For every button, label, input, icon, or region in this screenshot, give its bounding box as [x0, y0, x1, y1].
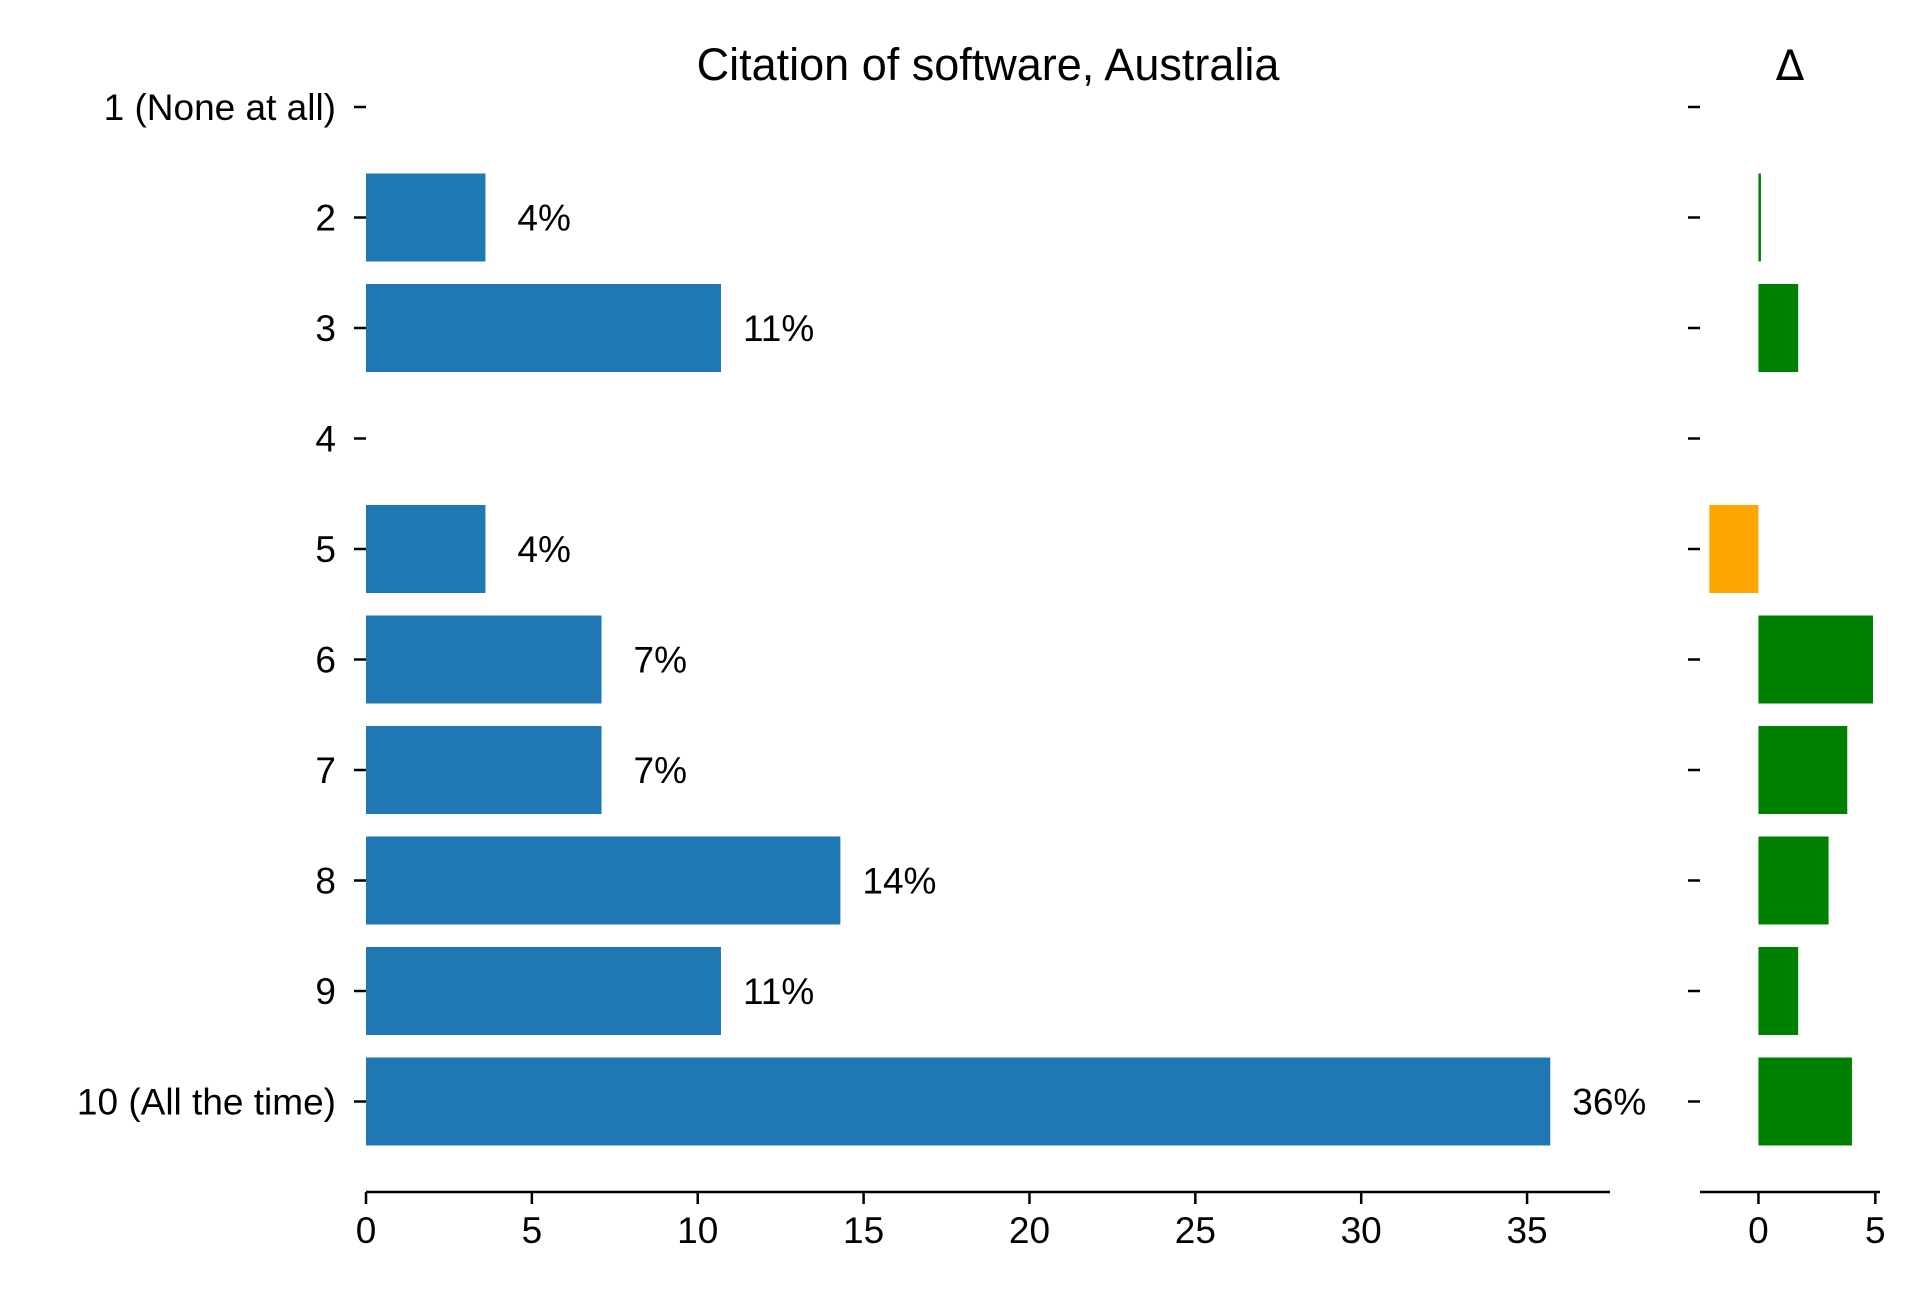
data-label-7: 7% — [634, 750, 687, 791]
y-tick-label-2: 2 — [315, 198, 336, 239]
delta-x-tick-label-0: 0 — [1748, 1210, 1769, 1251]
data-label-8: 14% — [862, 861, 936, 902]
chart-title: Citation of software, Australia — [697, 39, 1281, 90]
bar-5 — [366, 505, 486, 593]
x-tick-label-30: 30 — [1341, 1210, 1382, 1251]
bar-6 — [366, 615, 602, 704]
y-tick-label-9: 9 — [315, 971, 336, 1012]
bar-2 — [366, 173, 486, 262]
delta-bar-6 — [1758, 615, 1873, 704]
y-tick-label-10-all-the-time: 10 (All the time) — [77, 1082, 336, 1123]
data-label-5: 4% — [517, 529, 570, 570]
y-tick-label-8: 8 — [315, 861, 336, 902]
y-tick-label-3: 3 — [315, 308, 336, 349]
main-bars: 4% 11% 4% 7% 7% 14% 11% 36% — [366, 173, 1646, 1146]
delta-bar-2 — [1758, 173, 1761, 262]
delta-bar-7 — [1758, 726, 1848, 814]
data-label-2: 4% — [517, 198, 570, 239]
bar-3 — [366, 284, 721, 372]
delta-title: Δ — [1776, 41, 1805, 90]
data-label-3: 11% — [743, 308, 814, 349]
y-tick-label-4: 4 — [315, 419, 336, 460]
y-tick-label-5: 5 — [315, 529, 336, 570]
x-tick-label-0: 0 — [356, 1210, 377, 1251]
delta-bar-10-all-the-time — [1758, 1057, 1852, 1146]
bar-8 — [366, 836, 841, 925]
y-tick-label-1-none-at-all: 1 (None at all) — [104, 87, 336, 128]
delta-bar-5 — [1709, 505, 1759, 593]
main-axis: 1 (None at all) 2 3 4 5 6 7 8 9 10 (All the time)… — [77, 87, 1610, 1251]
delta-x-tick-label-5: 5 — [1865, 1210, 1886, 1251]
x-tick-label-20: 20 — [1009, 1210, 1050, 1251]
bar-10-all-the-time — [366, 1057, 1551, 1146]
y-tick-label-6: 6 — [315, 640, 336, 681]
x-tick-label-25: 25 — [1175, 1210, 1216, 1251]
bar-9 — [366, 947, 721, 1035]
x-tick-label-10: 10 — [677, 1210, 718, 1251]
delta-bar-3 — [1758, 284, 1799, 372]
delta-bar-9 — [1758, 947, 1799, 1035]
data-label-9: 11% — [743, 971, 814, 1012]
y-tick-label-7: 7 — [315, 750, 336, 791]
bar-7 — [366, 726, 602, 814]
x-tick-label-5: 5 — [522, 1210, 543, 1251]
x-tick-label-35: 35 — [1506, 1210, 1547, 1251]
data-label-6: 7% — [634, 640, 687, 681]
x-tick-label-15: 15 — [843, 1210, 884, 1251]
delta-bar-8 — [1758, 836, 1829, 925]
data-label-10-all-the-time: 36% — [1572, 1082, 1646, 1123]
delta-bars — [1709, 173, 1873, 1146]
